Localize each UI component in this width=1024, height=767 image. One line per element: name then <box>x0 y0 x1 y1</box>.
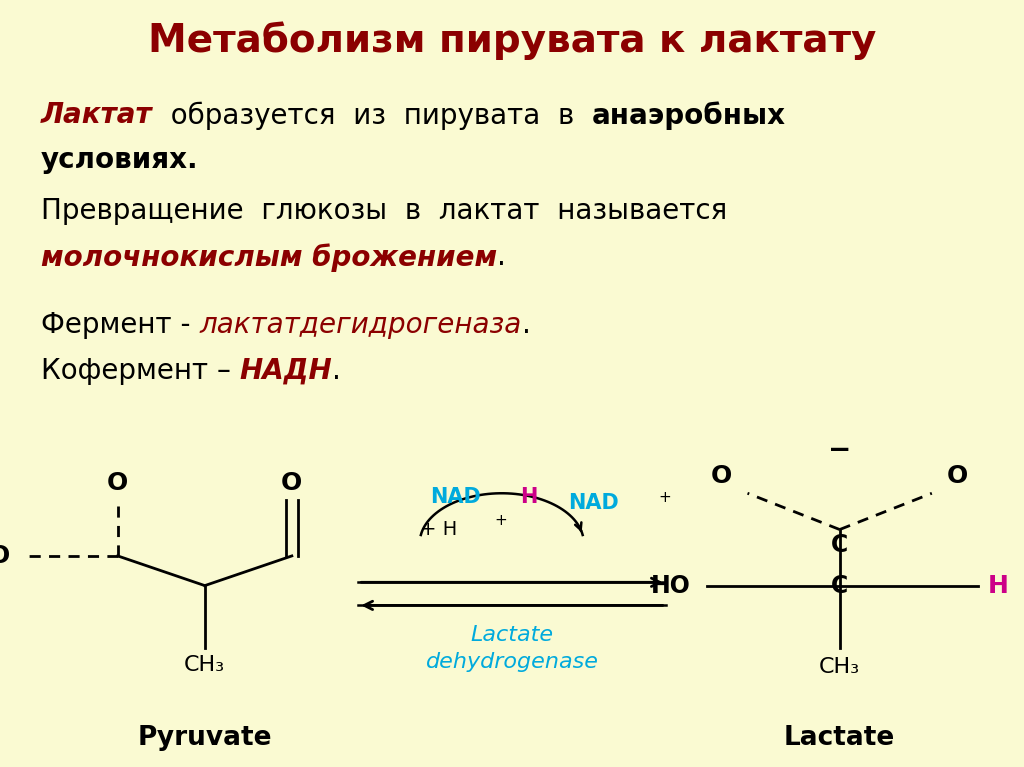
Text: Lactate: Lactate <box>784 725 895 750</box>
Text: O: O <box>947 464 969 489</box>
Text: CH₃: CH₃ <box>819 657 860 676</box>
Text: Фермент -: Фермент - <box>41 311 200 339</box>
Text: C: C <box>831 533 848 557</box>
Text: Лактат: Лактат <box>41 101 153 130</box>
Text: условиях.: условиях. <box>41 146 199 174</box>
Text: лактатдегидрогеназа: лактатдегидрогеназа <box>200 311 521 339</box>
Text: H: H <box>988 574 1009 597</box>
Text: C: C <box>831 574 848 597</box>
Text: .: . <box>333 357 341 385</box>
Text: CH₃: CH₃ <box>184 655 225 675</box>
Text: O: O <box>282 471 302 495</box>
Text: −: − <box>0 506 1 535</box>
Text: Превращение  глюкозы  в  лактат  называется: Превращение глюкозы в лактат называется <box>41 197 727 225</box>
Text: NAD: NAD <box>430 487 481 507</box>
Text: O: O <box>0 544 10 568</box>
Text: NAD: NAD <box>568 493 620 513</box>
Text: H: H <box>520 487 538 507</box>
Text: анаэробных: анаэробных <box>592 101 785 130</box>
Text: .: . <box>497 243 506 272</box>
Text: молочнокислым брожением: молочнокислым брожением <box>41 243 497 272</box>
Text: НАДН: НАДН <box>240 357 333 385</box>
Text: O: O <box>108 471 128 495</box>
Text: dehydrogenase: dehydrogenase <box>426 652 598 672</box>
Text: +: + <box>658 490 671 505</box>
Text: Метаболизм пирувата к лактату: Метаболизм пирувата к лактату <box>147 22 877 61</box>
Text: +: + <box>495 513 507 528</box>
Text: Pyruvate: Pyruvate <box>137 725 272 750</box>
Text: Lactate: Lactate <box>470 625 554 645</box>
Text: O: O <box>711 464 732 489</box>
Text: −: − <box>828 436 851 463</box>
Text: + H: + H <box>420 520 457 538</box>
Text: .: . <box>521 311 530 339</box>
Text: Кофермент –: Кофермент – <box>41 357 240 385</box>
Text: образуется  из  пирувата  в: образуется из пирувата в <box>153 101 592 130</box>
Text: HO: HO <box>651 574 691 597</box>
